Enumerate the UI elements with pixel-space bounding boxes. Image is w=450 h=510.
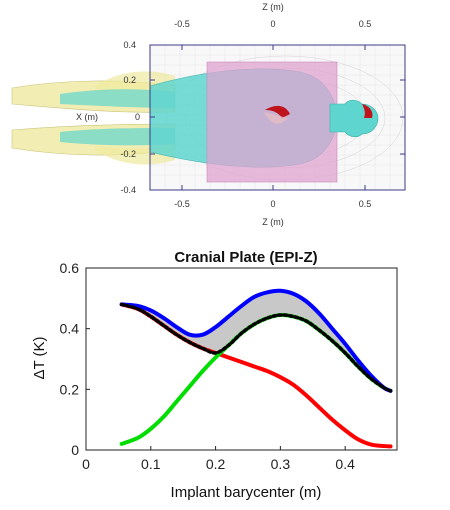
bottom-tick-neg05: -0.5 (174, 199, 190, 209)
x-tick-label: 0.1 (141, 456, 161, 472)
x-tick-label: 0.4 (335, 456, 355, 472)
series-line-3 (119, 302, 393, 393)
shaded-difference-area (121, 290, 391, 391)
left-tick-0: 0 (135, 112, 140, 122)
top-tick-0: 0 (270, 19, 275, 29)
plot-box (85, 267, 398, 451)
left-tick-04: 0.4 (123, 40, 136, 50)
x-axis-label: Implant barycenter (m) (171, 484, 322, 501)
bottom-axis-label: Z (m) (262, 217, 284, 227)
left-tick-neg04: -0.4 (120, 185, 136, 195)
series-lines (119, 288, 393, 449)
axis-ticks: 0 0.1 0.2 0.3 0.4 0 0.2 0.4 0.6 (60, 260, 356, 472)
x-tick-label: 0 (82, 456, 90, 472)
top-tick-neg05: -0.5 (174, 19, 190, 29)
bottom-tick-05: 0.5 (359, 199, 372, 209)
y-axis-label: ΔT (K) (31, 336, 48, 379)
left-tick-02: 0.2 (123, 75, 136, 85)
y-tick-label: 0.6 (60, 260, 80, 276)
x-tick-label: 0.2 (206, 456, 226, 472)
line-chart: Cranial Plate (EPI-Z) ΔT (K) Implant bar… (31, 249, 398, 501)
y-tick-label: 0 (71, 442, 79, 458)
head (264, 99, 379, 138)
anatomy-diagram: Z (m) -0.5 0 0.5 -0.5 0 0.5 Z (m) 0.4 0.… (11, 2, 406, 227)
left-x-ticks (150, 44, 405, 191)
y-tick-label: 0.4 (60, 321, 80, 337)
top-axis-label: Z (m) (262, 2, 284, 12)
chart-title: Cranial Plate (EPI-Z) (174, 249, 317, 266)
top-tick-05: 0.5 (359, 19, 372, 29)
x-tick-label: 0.3 (271, 456, 291, 472)
fill-region (121, 290, 391, 391)
series-line-1 (119, 312, 393, 446)
left-axis-label: X (m) (76, 112, 98, 122)
top-z-ticks (181, 45, 366, 190)
left-tick-neg02: -0.2 (120, 149, 136, 159)
series-line-0 (119, 288, 393, 393)
bottom-tick-0: 0 (270, 199, 275, 209)
y-tick-label: 0.2 (60, 381, 80, 397)
